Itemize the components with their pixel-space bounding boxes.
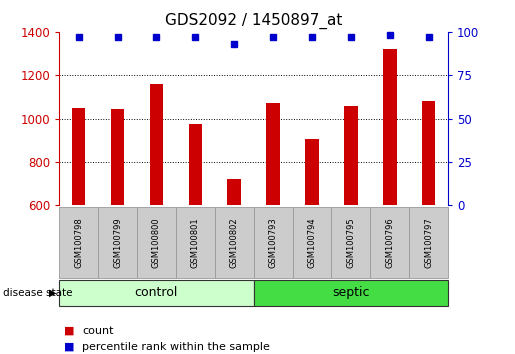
Bar xyxy=(293,207,332,278)
Bar xyxy=(332,207,370,278)
Bar xyxy=(253,280,448,306)
Bar xyxy=(137,207,176,278)
Bar xyxy=(215,207,253,278)
Bar xyxy=(59,207,98,278)
Bar xyxy=(305,139,319,205)
Bar xyxy=(150,84,163,205)
Bar xyxy=(111,109,124,205)
Bar xyxy=(370,207,409,278)
Text: GSM100796: GSM100796 xyxy=(385,217,394,268)
Bar xyxy=(383,49,397,205)
Text: septic: septic xyxy=(332,286,370,299)
Text: GSM100797: GSM100797 xyxy=(424,217,433,268)
Bar xyxy=(409,207,448,278)
Text: ■: ■ xyxy=(64,326,78,336)
Text: count: count xyxy=(82,326,114,336)
Text: ■: ■ xyxy=(64,342,78,352)
Bar xyxy=(253,207,293,278)
Title: GDS2092 / 1450897_at: GDS2092 / 1450897_at xyxy=(165,13,342,29)
Bar xyxy=(59,280,253,306)
Bar xyxy=(188,124,202,205)
Text: GSM100799: GSM100799 xyxy=(113,217,122,268)
Bar xyxy=(72,108,85,205)
Bar xyxy=(98,207,137,278)
Bar xyxy=(228,179,241,205)
Text: GSM100795: GSM100795 xyxy=(347,217,355,268)
Text: GSM100793: GSM100793 xyxy=(269,217,278,268)
Text: GSM100800: GSM100800 xyxy=(152,217,161,268)
Text: GSM100802: GSM100802 xyxy=(230,217,238,268)
Text: GSM100794: GSM100794 xyxy=(307,217,316,268)
Text: percentile rank within the sample: percentile rank within the sample xyxy=(82,342,270,352)
Text: control: control xyxy=(135,286,178,299)
Text: GSM100798: GSM100798 xyxy=(74,217,83,268)
Text: ▶: ▶ xyxy=(49,288,57,298)
Text: GSM100801: GSM100801 xyxy=(191,217,200,268)
Bar xyxy=(344,105,357,205)
Bar xyxy=(176,207,215,278)
Bar xyxy=(422,101,435,205)
Bar xyxy=(266,103,280,205)
Text: disease state: disease state xyxy=(3,288,72,298)
